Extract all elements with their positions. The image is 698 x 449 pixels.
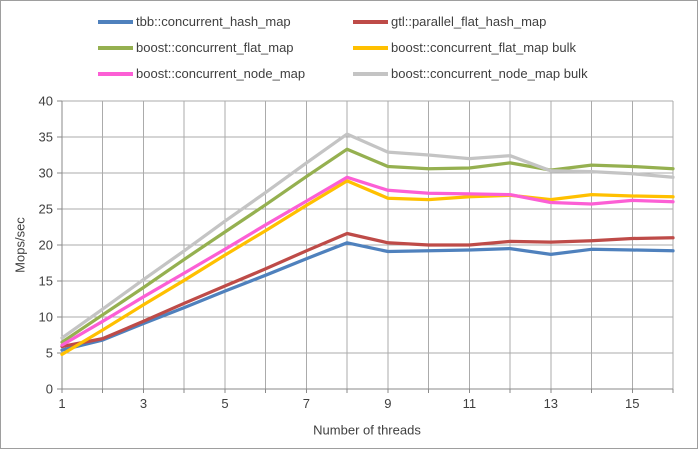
legend-item-boost-concurrent-flat-map: boost::concurrent_flat_map xyxy=(98,39,353,56)
legend-label: gtl::parallel_flat_hash_map xyxy=(391,14,547,29)
y-tick-label: 5 xyxy=(46,346,53,361)
y-tick-label: 35 xyxy=(39,130,53,145)
x-tick-label: 9 xyxy=(384,396,391,411)
y-tick-label: 40 xyxy=(39,94,53,109)
y-tick-label: 0 xyxy=(46,382,53,397)
legend-line-swatch xyxy=(353,71,388,76)
series-line-boost-concurrent-node-map xyxy=(60,175,675,347)
series-line-boost-concurrent-flat-map-bulk xyxy=(60,179,675,357)
y-tick-label: 20 xyxy=(39,238,53,253)
legend-label: boost::concurrent_node_map xyxy=(136,66,306,81)
legend-item-tbb-concurrent-hash-map: tbb::concurrent_hash_map xyxy=(98,13,353,30)
legend-item-boost-concurrent-node-map-bulk: boost::concurrent_node_map bulk xyxy=(353,65,588,82)
legend-line-swatch xyxy=(98,71,133,76)
x-tick-label: 13 xyxy=(544,396,558,411)
y-tick-label: 15 xyxy=(39,274,53,289)
x-tick-label: 7 xyxy=(303,396,310,411)
legend-label: boost::concurrent_flat_map xyxy=(136,40,294,55)
legend-item-boost-concurrent-flat-map-bulk: boost::concurrent_flat_map bulk xyxy=(353,39,588,56)
legend-line-swatch xyxy=(353,45,388,50)
series-line-tbb-concurrent-hash-map xyxy=(60,241,675,352)
y-axis-title: Mops/sec xyxy=(12,217,28,273)
y-tick-label: 30 xyxy=(39,166,53,181)
legend-item-gtl-parallel-flat-hash-map: gtl::parallel_flat_hash_map xyxy=(353,13,588,30)
legend-line-swatch xyxy=(353,19,388,24)
x-axis-title: Number of threads xyxy=(313,422,421,438)
gridlines xyxy=(61,100,674,390)
x-tick-label: 3 xyxy=(140,396,147,411)
legend-line-swatch xyxy=(98,45,133,50)
series-line-gtl-parallel-flat-hash-map xyxy=(60,231,675,349)
x-tick-label: 15 xyxy=(625,396,639,411)
y-tick-label: 25 xyxy=(39,202,53,217)
chart-legend: tbb::concurrent_hash_map gtl::parallel_fl… xyxy=(98,13,588,82)
y-tick-label: 10 xyxy=(39,310,53,325)
series-line-boost-concurrent-flat-map xyxy=(60,147,675,344)
legend-label: tbb::concurrent_hash_map xyxy=(136,14,291,29)
x-tick-label: 1 xyxy=(58,396,65,411)
legend-label: boost::concurrent_flat_map bulk xyxy=(391,40,576,55)
legend-label: boost::concurrent_node_map bulk xyxy=(391,66,588,81)
series-lines xyxy=(60,132,675,357)
x-tick-label: 5 xyxy=(221,396,228,411)
legend-line-swatch xyxy=(98,19,133,24)
legend-item-boost-concurrent-node-map: boost::concurrent_node_map xyxy=(98,65,353,82)
x-tick-label: 11 xyxy=(463,396,477,411)
series-line-boost-concurrent-node-map-bulk xyxy=(60,132,675,340)
